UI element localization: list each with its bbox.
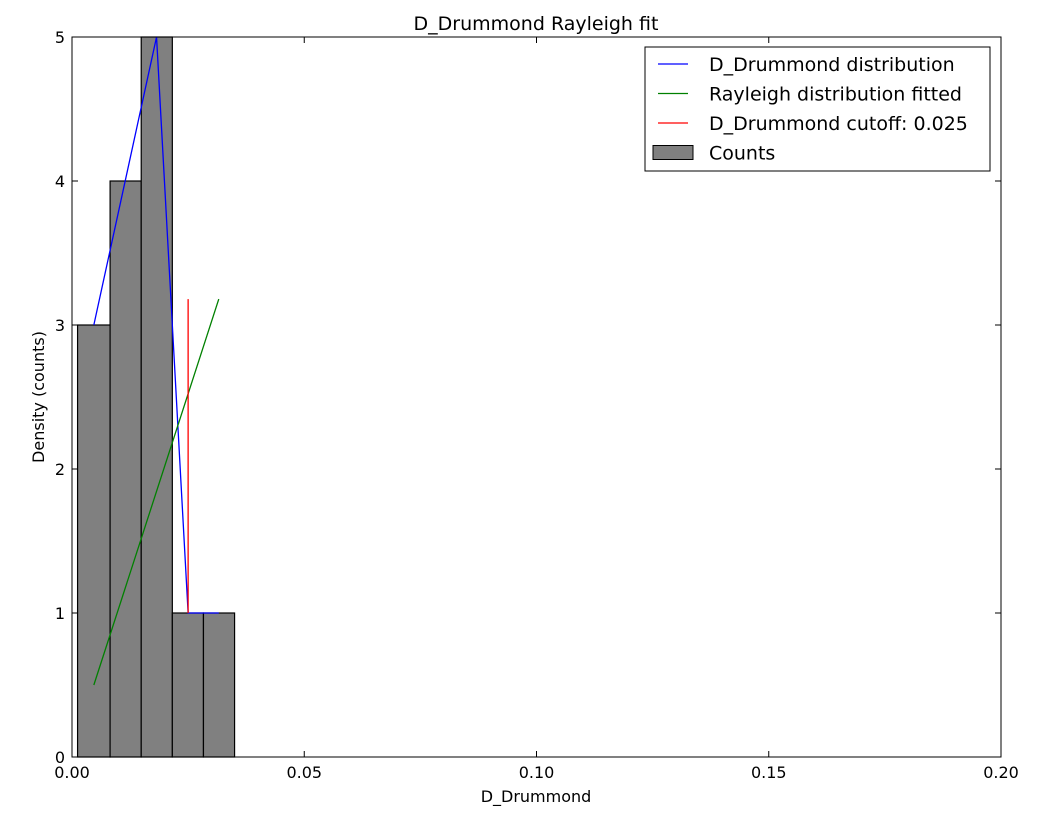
legend-label-d-drummond-cutoff-0-025: D_Drummond cutoff: 0.025 <box>709 113 968 135</box>
histogram-bar-3 <box>140 36 173 758</box>
legend-label-counts: Counts <box>709 143 775 165</box>
x-tick-label: 0.15 <box>751 763 787 782</box>
histogram-bars <box>76 36 236 758</box>
y-tick-label: 3 <box>55 316 65 335</box>
series-lines <box>93 36 220 686</box>
x-tick-label: 0.00 <box>54 763 90 782</box>
y-tick-label: 1 <box>55 604 65 623</box>
legend-label-d-drummond-distribution: D_Drummond distribution <box>709 54 955 76</box>
x-axis-label: D_Drummond <box>481 787 592 807</box>
legend: D_Drummond distribution Rayleigh distribu… <box>644 46 991 172</box>
histogram-bar-4 <box>171 612 205 758</box>
histogram-bar-1 <box>76 324 111 758</box>
series-line-d-drummond-distribution <box>93 36 219 614</box>
histogram-bar-5 <box>202 612 236 758</box>
series-line-rayleigh-distribution-fitted <box>93 298 220 686</box>
x-tick-label: 0.20 <box>983 763 1019 782</box>
x-tick-label: 0.10 <box>519 763 555 782</box>
chart-title: D_Drummond Rayleigh fit <box>414 13 659 35</box>
x-tick-label: 0.05 <box>286 763 322 782</box>
y-tick-label: 2 <box>55 460 65 479</box>
histogram-bar-2 <box>109 180 142 758</box>
y-axis-label: Density (counts) <box>29 331 48 463</box>
y-tick-label: 5 <box>55 28 65 47</box>
y-tick-label: 0 <box>55 748 65 767</box>
legend-swatch-counts <box>652 145 694 160</box>
y-tick-label: 4 <box>55 172 65 191</box>
legend-label-rayleigh-distribution-fitted: Rayleigh distribution fitted <box>709 84 962 106</box>
legend-box <box>644 46 991 172</box>
axis-ticks: 0.00 0.05 0.10 0.15 0.20 0 1 2 3 4 5 <box>54 28 1019 782</box>
